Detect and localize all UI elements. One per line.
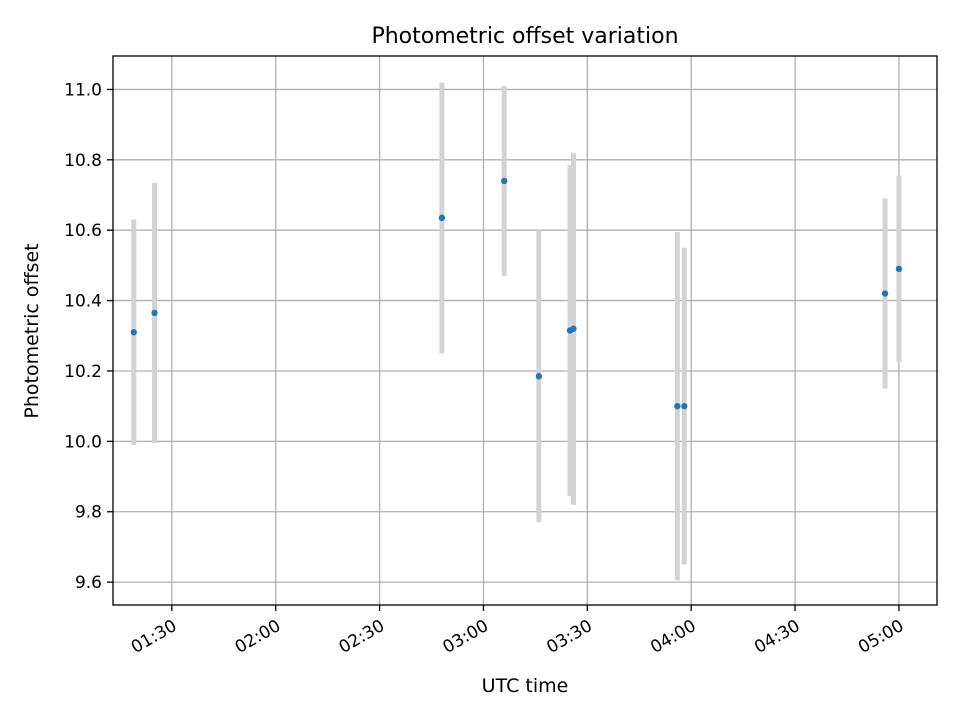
data-point [151, 309, 158, 317]
y-tick-label: 9.6 [75, 573, 102, 593]
data-points [130, 177, 903, 410]
data-point [535, 373, 543, 380]
y-tick-label: 10.2 [64, 362, 102, 382]
y-tick-label: 10.6 [64, 221, 102, 241]
data-point [674, 402, 681, 410]
data-point [438, 214, 446, 222]
y-tick-label: 10.4 [64, 292, 102, 312]
data-point [881, 290, 889, 297]
y-tick-label: 9.8 [75, 503, 102, 523]
data-point [130, 329, 137, 336]
y-tick-label: 10.8 [64, 151, 102, 171]
y-axis-label: Photometric offset [21, 243, 43, 418]
data-point [895, 265, 903, 273]
y-tick-label: 11.0 [64, 80, 102, 100]
y-tick-label: 10.0 [64, 432, 102, 452]
chart-title: Photometric offset variation [371, 24, 678, 49]
grid [113, 56, 937, 605]
y-axis: 9.6 9.8 10.0 10.2 10.4 10.6 10.8 11.0 [64, 80, 113, 593]
x-axis-label: UTC time [482, 675, 569, 697]
plot-area-frame [112, 55, 938, 606]
data-point [501, 177, 508, 185]
data-point [681, 402, 688, 410]
data-point [570, 325, 577, 332]
